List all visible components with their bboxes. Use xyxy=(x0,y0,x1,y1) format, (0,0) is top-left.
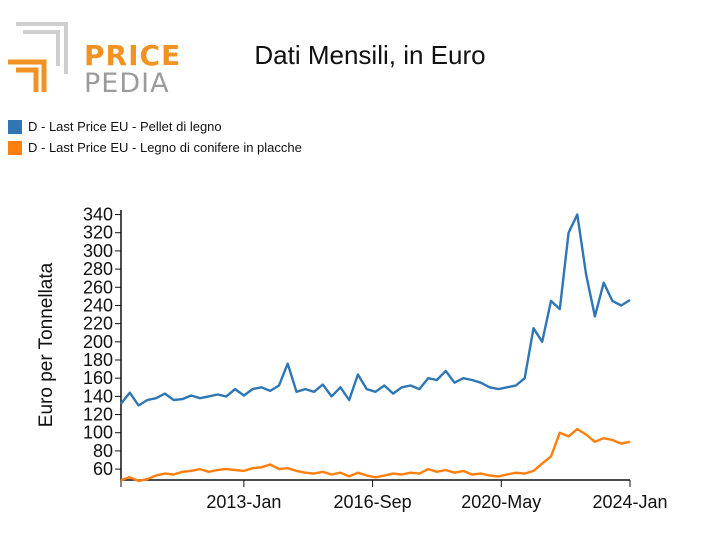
legend-item-pellet[interactable]: D - Last Price EU - Pellet di legno xyxy=(8,116,302,137)
y-tick-label: 100 xyxy=(83,423,113,443)
x-tick-label: 2016-Sep xyxy=(334,492,412,512)
legend-item-conifere[interactable]: D - Last Price EU - Legno di conifere in… xyxy=(8,137,302,158)
y-tick-label: 260 xyxy=(83,277,113,297)
series-line-conifere xyxy=(120,427,631,483)
y-tick-label: 300 xyxy=(83,241,113,261)
y-tick-label: 220 xyxy=(83,314,113,334)
logo-mark-icon xyxy=(8,22,68,92)
pricepedia-logo: PRICE PEDIA xyxy=(6,20,180,97)
legend-label-pellet: D - Last Price EU - Pellet di legno xyxy=(28,119,222,134)
x-axis: 2013-Jan 2016-Sep 2020-May 2024-Jan xyxy=(120,479,668,512)
y-axis-label: Euro per Tonnellata xyxy=(36,262,57,427)
y-axis: 6080100120140160180200220240260280300320… xyxy=(83,205,122,480)
x-tick-label: 2013-Jan xyxy=(206,492,281,512)
y-tick-label: 80 xyxy=(93,441,113,461)
x-tick-label: 2024-Jan xyxy=(592,492,667,512)
x-tick-label: 2020-May xyxy=(461,492,541,512)
chart-legend: D - Last Price EU - Pellet di legno D - … xyxy=(8,116,302,158)
y-tick-label: 160 xyxy=(83,368,113,388)
logo-pedia-text: PEDIA xyxy=(84,68,170,99)
y-tick-label: 180 xyxy=(83,350,113,370)
chart-title: Dati Mensili, in Euro xyxy=(254,40,486,70)
legend-label-conifere: D - Last Price EU - Legno di conifere in… xyxy=(28,140,302,155)
y-tick-label: 240 xyxy=(83,295,113,315)
y-tick-label: 320 xyxy=(83,223,113,243)
y-tick-label: 120 xyxy=(83,405,113,425)
series-layer xyxy=(120,213,631,483)
y-tick-label: 60 xyxy=(93,459,113,479)
legend-swatch-pellet xyxy=(8,119,22,134)
legend-swatch-conifere xyxy=(8,140,22,155)
series-line-pellet xyxy=(120,213,631,407)
logo-price-text: PRICE xyxy=(84,39,182,72)
y-tick-label: 280 xyxy=(83,259,113,279)
y-tick-label: 140 xyxy=(83,386,113,406)
y-tick-label: 340 xyxy=(83,205,113,225)
y-tick-label: 200 xyxy=(83,332,113,352)
